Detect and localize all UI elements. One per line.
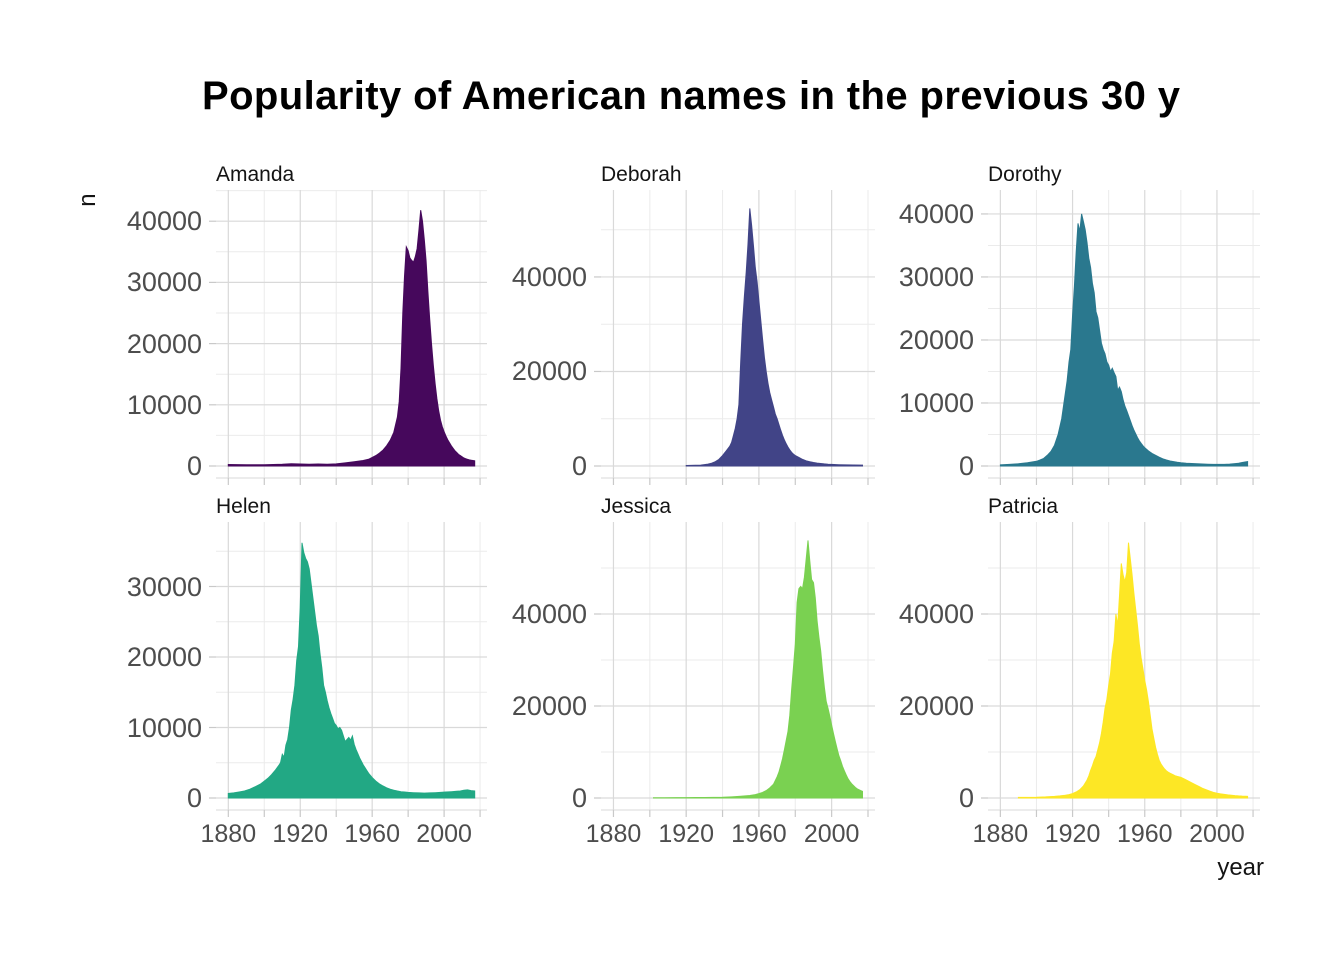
x-tick-label: 1960 [344, 820, 400, 848]
area-jessica [653, 540, 863, 799]
facet-strip-label-helen: Helen [216, 495, 271, 518]
y-tick-label: 10000 [898, 387, 974, 418]
area-dorothy [999, 213, 1249, 467]
y-tick-label: 0 [186, 451, 202, 481]
panel [594, 522, 875, 817]
x-tick-label: 2000 [1189, 820, 1245, 848]
facet-strip-label-deborah: Deborah [601, 163, 682, 186]
y-tick-label: 10000 [126, 712, 202, 743]
y-tick-label: 20000 [126, 642, 202, 672]
facet-panel-amanda [209, 190, 487, 485]
y-tick-label: 0 [186, 783, 202, 813]
facet-strip-label-dorothy: Dorothy [988, 163, 1062, 186]
y-tick-label: 20000 [898, 691, 974, 721]
panel [209, 190, 487, 485]
y-tick-label: 40000 [898, 198, 974, 229]
panel [981, 522, 1260, 817]
chart-title: Popularity of American names in the prev… [202, 74, 1181, 118]
y-tick-label: 20000 [511, 691, 587, 721]
x-tick-label: 2000 [803, 820, 860, 848]
x-tick-label: 1880 [972, 820, 1029, 848]
facet-panel-helen [209, 522, 487, 817]
facet-panel-patricia [981, 522, 1260, 817]
panel [981, 190, 1260, 485]
area-deborah [685, 208, 863, 467]
facet-strip-label-amanda: Amanda [216, 163, 295, 186]
facet-strip-label-jessica: Jessica [601, 495, 672, 518]
y-tick-label: 10000 [126, 389, 202, 420]
area-helen [227, 542, 476, 799]
facet-strip-label-patricia: Patricia [988, 495, 1059, 518]
facet-panel-jessica [594, 522, 875, 817]
x-axis-title: year [1217, 854, 1264, 881]
y-tick-label: 0 [958, 783, 974, 813]
y-tick-label: 20000 [511, 356, 587, 387]
area-patricia [1017, 542, 1249, 799]
x-tick-label: 1880 [200, 820, 257, 848]
x-tick-label: 1960 [1116, 820, 1173, 848]
y-tick-label: 20000 [126, 328, 202, 359]
y-tick-label: 0 [958, 451, 974, 481]
y-tick-label: 0 [571, 783, 587, 813]
y-tick-label: 30000 [898, 261, 974, 292]
facet-panel-dorothy [981, 190, 1260, 485]
y-tick-label: 40000 [511, 261, 587, 292]
panel [594, 190, 875, 485]
x-tick-label: 1920 [658, 820, 714, 848]
y-tick-label: 20000 [898, 324, 974, 355]
x-tick-label: 1880 [585, 820, 642, 848]
y-tick-label: 30000 [126, 571, 202, 602]
x-tick-label: 2000 [416, 820, 472, 848]
x-tick-label: 1960 [731, 820, 787, 848]
facet-panel-deborah [594, 190, 875, 485]
y-tick-label: 30000 [126, 267, 202, 298]
y-tick-label: 40000 [511, 599, 587, 629]
y-tick-label: 0 [571, 451, 587, 481]
area-amanda [227, 210, 476, 467]
x-tick-label: 1920 [272, 820, 329, 848]
panel [209, 522, 487, 817]
x-tick-label: 1920 [1044, 820, 1101, 848]
y-tick-label: 40000 [898, 599, 974, 629]
y-tick-label: 40000 [126, 206, 202, 237]
